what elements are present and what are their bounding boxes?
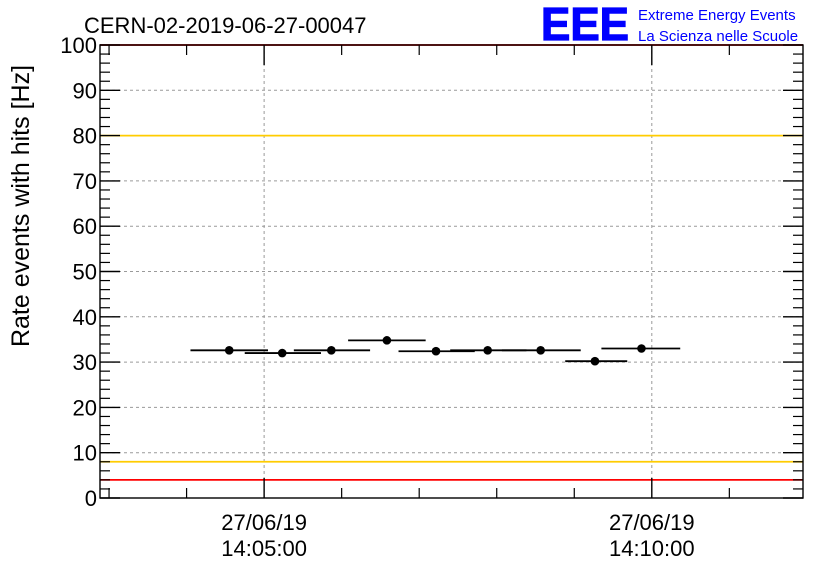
grid (100, 45, 803, 498)
y-tick-label: 50 (73, 260, 97, 285)
data-point (431, 346, 441, 356)
y-tick-label: 30 (73, 350, 97, 375)
y-tick-label: 20 (73, 395, 97, 420)
y-tick-label: 70 (73, 169, 97, 194)
logo-line-1: Extreme Energy Events (638, 7, 796, 24)
y-tick-label: 60 (73, 214, 97, 239)
x-tick-date-label: 27/06/19 (609, 510, 695, 535)
x-tick-time-label: 14:10:00 (609, 536, 695, 561)
y-tick-labels: 0 10 20 30 40 50 60 70 80 90 100 (60, 33, 97, 511)
data-point (483, 346, 492, 355)
y-tick-label: 0 (85, 486, 97, 511)
data-point (536, 346, 545, 355)
y-tick-label: 10 (73, 441, 97, 466)
y-tick-label: 100 (60, 33, 97, 58)
data-point (277, 348, 287, 358)
y-axis-label: Rate events with hits [Hz] (7, 65, 35, 347)
data-point (637, 344, 646, 353)
eee-logo: EEE Extreme Energy Events La Scienza nel… (540, 0, 798, 51)
y-tick-label: 90 (73, 78, 97, 103)
y-tick-label: 40 (73, 305, 97, 330)
data-point (382, 336, 392, 345)
logo-line-2: La Scienza nelle Scuole (638, 28, 798, 45)
logo-mark: EEE (541, 0, 629, 50)
data-point (327, 346, 336, 355)
plot-frame (99, 44, 804, 499)
axis-ticks (100, 44, 803, 499)
x-tick-time-label: 14:05:00 (221, 536, 307, 561)
data-point (224, 346, 234, 355)
data-series (190, 336, 681, 366)
chart-title: CERN-02-2019-06-27-00047 (84, 13, 367, 38)
data-point (590, 356, 600, 366)
reference-lines (100, 44, 803, 481)
y-tick-label: 80 (73, 124, 97, 149)
x-tick-date-label: 27/06/19 (221, 510, 307, 535)
